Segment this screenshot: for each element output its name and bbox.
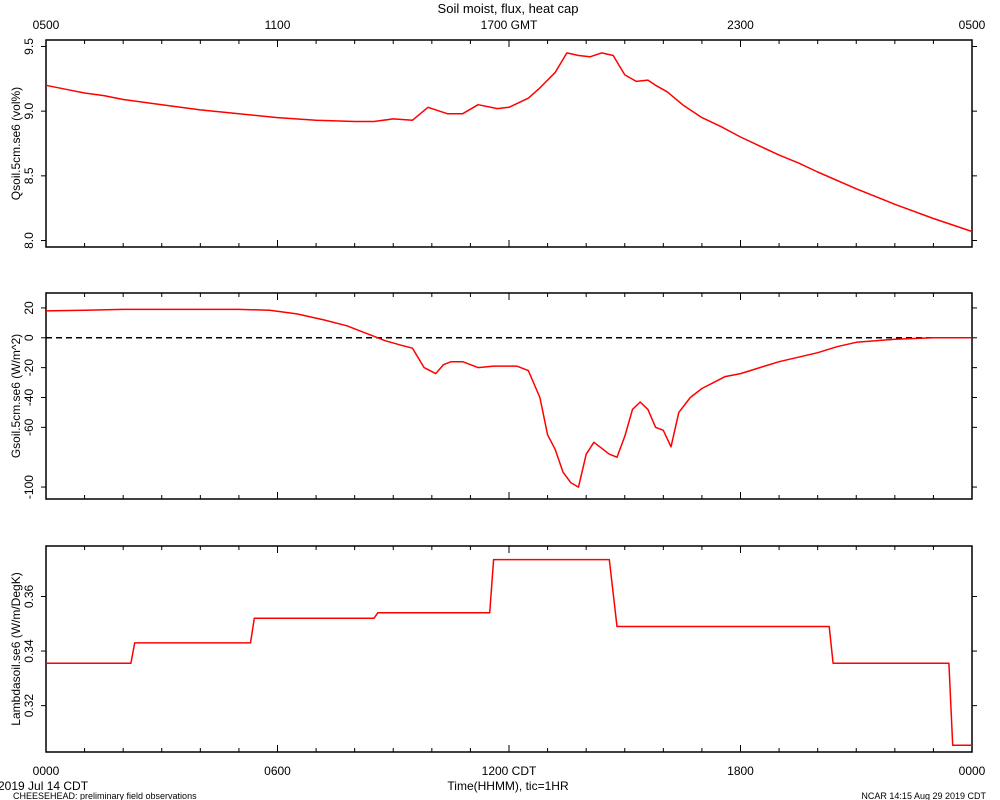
y-tick-label: 20 bbox=[22, 301, 36, 315]
y-axis-label: Gsoil.5cm.se6 (W/m^2) bbox=[9, 334, 23, 458]
soil-moisture-panel: 8.0 8.5 9.0 9.5 Qsoil.5cm.se6 (vol%) bbox=[9, 38, 977, 249]
bottom-time-axis: 0000 0600 1200 CDT 1800 0000 bbox=[33, 764, 986, 778]
project-label: CHEESEHEAD: preliminary field observatio… bbox=[13, 791, 197, 800]
series-line bbox=[46, 558, 972, 746]
y-tick-label: -40 bbox=[22, 388, 36, 406]
x-axis-title: Time(HHMM), tic=1HR bbox=[447, 779, 569, 793]
bottom-time-tick-label: 0600 bbox=[264, 764, 291, 778]
y-tick-label: 8.5 bbox=[22, 167, 36, 184]
bottom-time-tick-label: 1800 bbox=[727, 764, 754, 778]
plot-frame bbox=[45, 292, 973, 500]
y-tick-label: -60 bbox=[22, 418, 36, 436]
y-tick-label: 0 bbox=[22, 334, 36, 341]
plot-frame bbox=[45, 545, 973, 753]
chart-title: Soil moist, flux, heat cap bbox=[438, 1, 579, 16]
y-tick-label: -100 bbox=[22, 475, 36, 499]
y-tick-label: 9.0 bbox=[22, 102, 36, 119]
top-time-tick-label: 0500 bbox=[33, 18, 60, 32]
top-time-axis: 0500 1100 1700 GMT 2300 0500 bbox=[33, 18, 986, 32]
bottom-time-tick-label: 0000 bbox=[33, 764, 60, 778]
top-time-tick-label: 1100 bbox=[265, 18, 291, 32]
y-tick-label: 0.36 bbox=[22, 584, 36, 608]
series-line bbox=[45, 52, 973, 233]
top-time-tick-label: 2300 bbox=[727, 18, 754, 32]
series-line bbox=[45, 308, 972, 488]
y-tick-label: 0.32 bbox=[22, 694, 36, 718]
y-tick-label: -20 bbox=[22, 359, 36, 377]
bottom-time-tick-label: 0000 bbox=[959, 764, 986, 778]
date-label: 2019 Jul 14 CDT bbox=[0, 779, 89, 793]
top-time-tick-label: 1700 GMT bbox=[481, 18, 538, 32]
credit-label: NCAR 14:15 Aug 29 2019 CDT bbox=[861, 791, 986, 800]
y-tick-label: 9.5 bbox=[22, 38, 36, 55]
plot-frame bbox=[45, 39, 973, 248]
y-tick-label: 0.34 bbox=[22, 639, 36, 663]
y-axis-label: Lambdasoil.se6 (W/m/DegK) bbox=[9, 572, 23, 725]
soil-heat-flux-panel: 20 0 -20 -40 -60 -100 Gsoil.5cm.se6 (W/m^2) bbox=[9, 292, 977, 500]
top-time-tick-label: 0500 bbox=[959, 18, 986, 32]
y-axis-label: Qsoil.5cm.se6 (vol%) bbox=[9, 87, 23, 200]
y-tick-label: 8.0 bbox=[22, 232, 36, 249]
bottom-time-tick-label: 1200 CDT bbox=[482, 764, 537, 778]
